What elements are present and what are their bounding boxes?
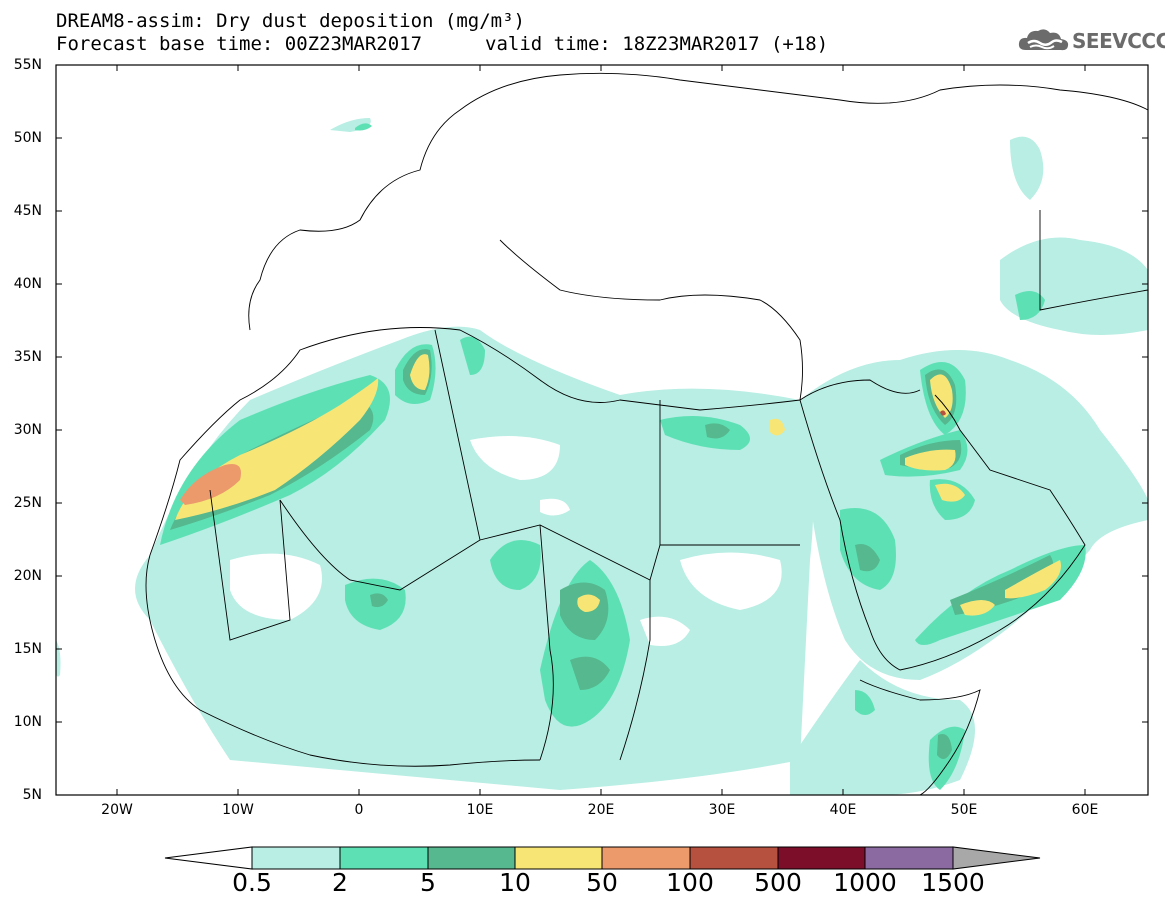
colorbar-label: 1500 — [921, 868, 985, 897]
colorbar-bin-1 — [339, 846, 429, 870]
lat-tick: 40N — [13, 276, 42, 292]
colorbar-under-triangle — [164, 846, 253, 870]
lat-tick: 30N — [13, 422, 42, 438]
lon-tick: 30E — [708, 802, 736, 818]
colorbar-bin-4 — [601, 846, 691, 870]
lon-tick: 10E — [466, 802, 494, 818]
colorbar-bin-2 — [427, 846, 516, 870]
lat-tick: 35N — [13, 349, 42, 365]
forecast-base-time: Forecast base time: 00Z23MAR2017 — [56, 33, 423, 55]
colorbar-label: 100 — [666, 868, 714, 897]
colorbar-over-triangle — [952, 846, 1041, 870]
lat-tick: 5N — [22, 787, 42, 803]
colorbar-bin-5 — [689, 846, 779, 870]
lat-tick: 20N — [13, 568, 42, 584]
lon-tick: 40E — [829, 802, 857, 818]
lat-tick: 25N — [13, 495, 42, 511]
colorbar-label: 0.5 — [232, 868, 272, 897]
seevccc-logo: SEEVCCC — [1018, 26, 1165, 56]
coastlines — [145, 72, 1148, 795]
axis-ticks — [56, 64, 1148, 796]
colorbar-label: 10 — [499, 868, 531, 897]
lat-tick: 15N — [13, 641, 42, 657]
colorbar-label: 5 — [420, 868, 436, 897]
colorbar — [164, 846, 1041, 870]
lat-tick: 50N — [13, 130, 42, 146]
lon-tick: 0 — [354, 802, 364, 818]
colorbar-label: 50 — [586, 868, 618, 897]
lon-tick: 20E — [587, 802, 615, 818]
colorbar-bin-6 — [777, 846, 866, 870]
lon-tick: 60E — [1071, 802, 1099, 818]
lon-tick: 10W — [222, 802, 254, 818]
valid-time: valid time: 18Z23MAR2017 (+18) — [485, 33, 829, 55]
lon-tick: 50E — [950, 802, 978, 818]
dust-field — [56, 118, 1148, 795]
colorbar-bin-0 — [251, 846, 341, 870]
colorbar-label: 1000 — [833, 868, 897, 897]
colorbar-label: 500 — [754, 868, 802, 897]
map-title: DREAM8-assim: Dry dust deposition (mg/m³… — [56, 10, 525, 32]
lon-tick: 20W — [101, 802, 133, 818]
lat-tick: 55N — [13, 57, 42, 73]
colorbar-bin-3 — [514, 846, 603, 870]
logo-text: SEEVCCC — [1072, 29, 1165, 53]
lat-tick: 10N — [13, 714, 42, 730]
colorbar-bin-7 — [864, 846, 954, 870]
lat-tick: 45N — [13, 203, 42, 219]
cloud-logo-icon — [1018, 29, 1069, 51]
colorbar-label: 2 — [332, 868, 348, 897]
